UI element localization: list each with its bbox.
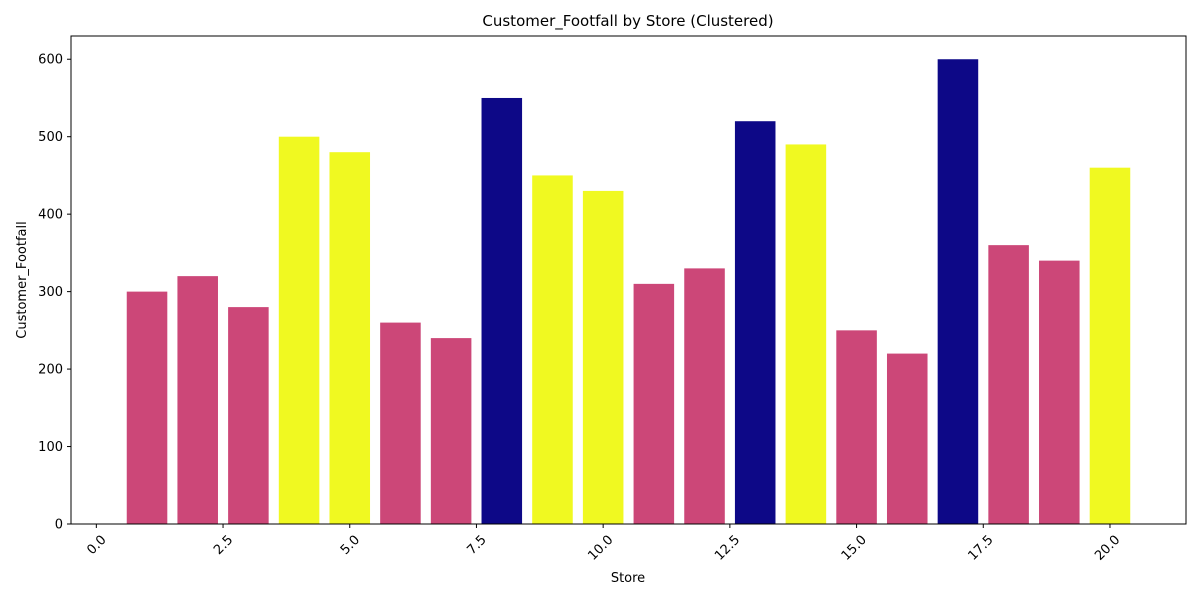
bar-store-12: [684, 268, 725, 524]
x-tick-label: 12.5: [712, 533, 743, 564]
y-axis-ticks: 0 100 200 300 400 500 600: [38, 53, 71, 533]
x-axis-ticks: 0.0 2.5 5.0 7.5 10.0 12.5 15.0 17.5 20.0: [84, 524, 1123, 564]
plot-frame: [70, 35, 1187, 525]
y-axis-label: Customer_Footfall: [15, 221, 30, 338]
x-tick-label: 17.5: [965, 533, 996, 564]
bars-group: [126, 59, 1131, 525]
x-tick-label: 7.5: [464, 533, 489, 558]
bar-store-19: [1039, 260, 1080, 524]
x-tick-label: 2.5: [211, 533, 236, 558]
bar-store-14: [785, 144, 827, 524]
bar-store-3: [228, 307, 269, 524]
bar-store-11: [633, 283, 675, 524]
bar-store-13: [734, 121, 776, 525]
y-tick-label: 600: [38, 53, 63, 68]
bar-store-9: [532, 175, 573, 524]
y-tick-label: 0: [55, 518, 63, 533]
bar-store-1: [126, 291, 168, 524]
bar-store-17: [937, 59, 979, 525]
bar-store-8: [481, 97, 523, 524]
bar-store-18: [988, 245, 1029, 524]
x-tick-label: 10.0: [585, 533, 616, 564]
x-tick-label: 5.0: [338, 533, 363, 558]
bar-store-20: [1089, 167, 1131, 524]
x-axis-label: Store: [611, 571, 645, 586]
y-tick-label: 100: [38, 440, 63, 455]
bar-store-4: [278, 136, 320, 524]
bar-store-2: [177, 276, 218, 524]
y-tick-label: 400: [38, 208, 63, 223]
bar-store-16: [886, 353, 928, 524]
bar-store-10: [582, 190, 624, 525]
y-tick-label: 500: [38, 130, 63, 145]
chart-title: Customer_Footfall by Store (Clustered): [482, 12, 773, 31]
bar-store-5: [329, 152, 371, 524]
x-tick-label: 20.0: [1092, 533, 1123, 564]
bar-store-7: [430, 338, 472, 524]
x-tick-label: 15.0: [839, 533, 870, 564]
x-tick-label: 0.0: [84, 533, 109, 558]
bar-store-15: [836, 330, 877, 524]
bar-store-6: [380, 322, 421, 524]
y-tick-label: 200: [38, 363, 63, 378]
y-tick-label: 300: [38, 285, 63, 300]
